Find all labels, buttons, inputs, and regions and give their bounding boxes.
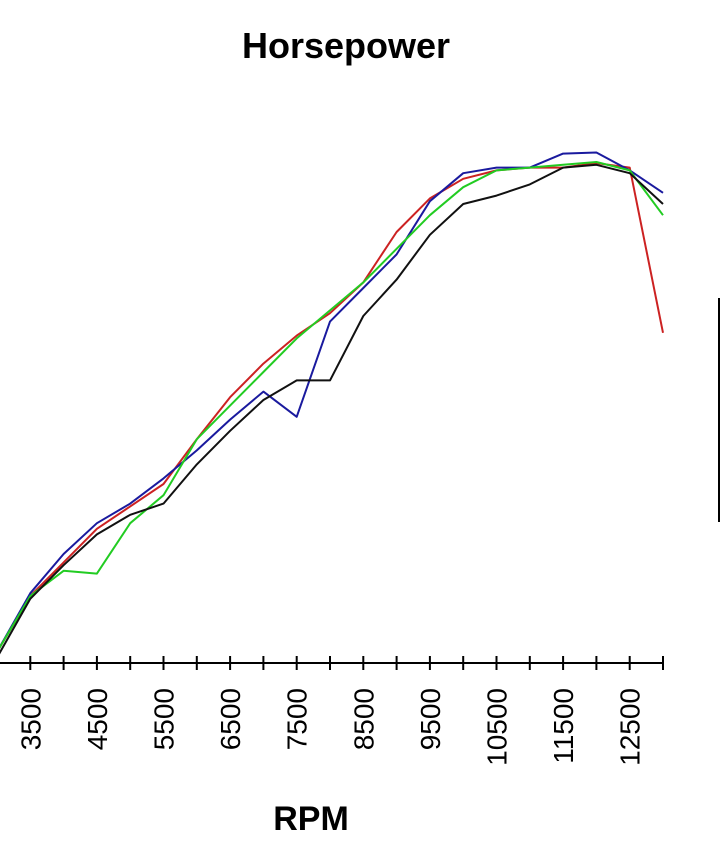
x-tick-label: 11500 [548,688,579,764]
series-line-3 [0,161,664,649]
x-axis-label: RPM [273,800,349,838]
x-tick-label: 6500 [215,688,246,750]
x-tick-label: 8500 [348,688,379,750]
x-tick-label: 3500 [15,688,46,750]
x-axis-tick-labels: 3500 4500 5500 6500 7500 8500 9500 10500 11500 12… [15,688,645,766]
x-axis-ticks [29,656,664,670]
x-tick-label: 4500 [82,688,113,750]
x-tick-label: 10500 [482,688,513,766]
series-line-4 [0,163,664,655]
plot-area [0,151,664,655]
series-line-2 [0,151,664,649]
chart-title: Horsepower [242,25,450,66]
x-tick-label: 12500 [615,688,646,766]
x-tick-label: 5500 [149,688,180,750]
x-tick-label: 7500 [282,688,313,750]
series-line-1 [0,162,664,649]
x-tick-label: 9500 [415,688,446,750]
